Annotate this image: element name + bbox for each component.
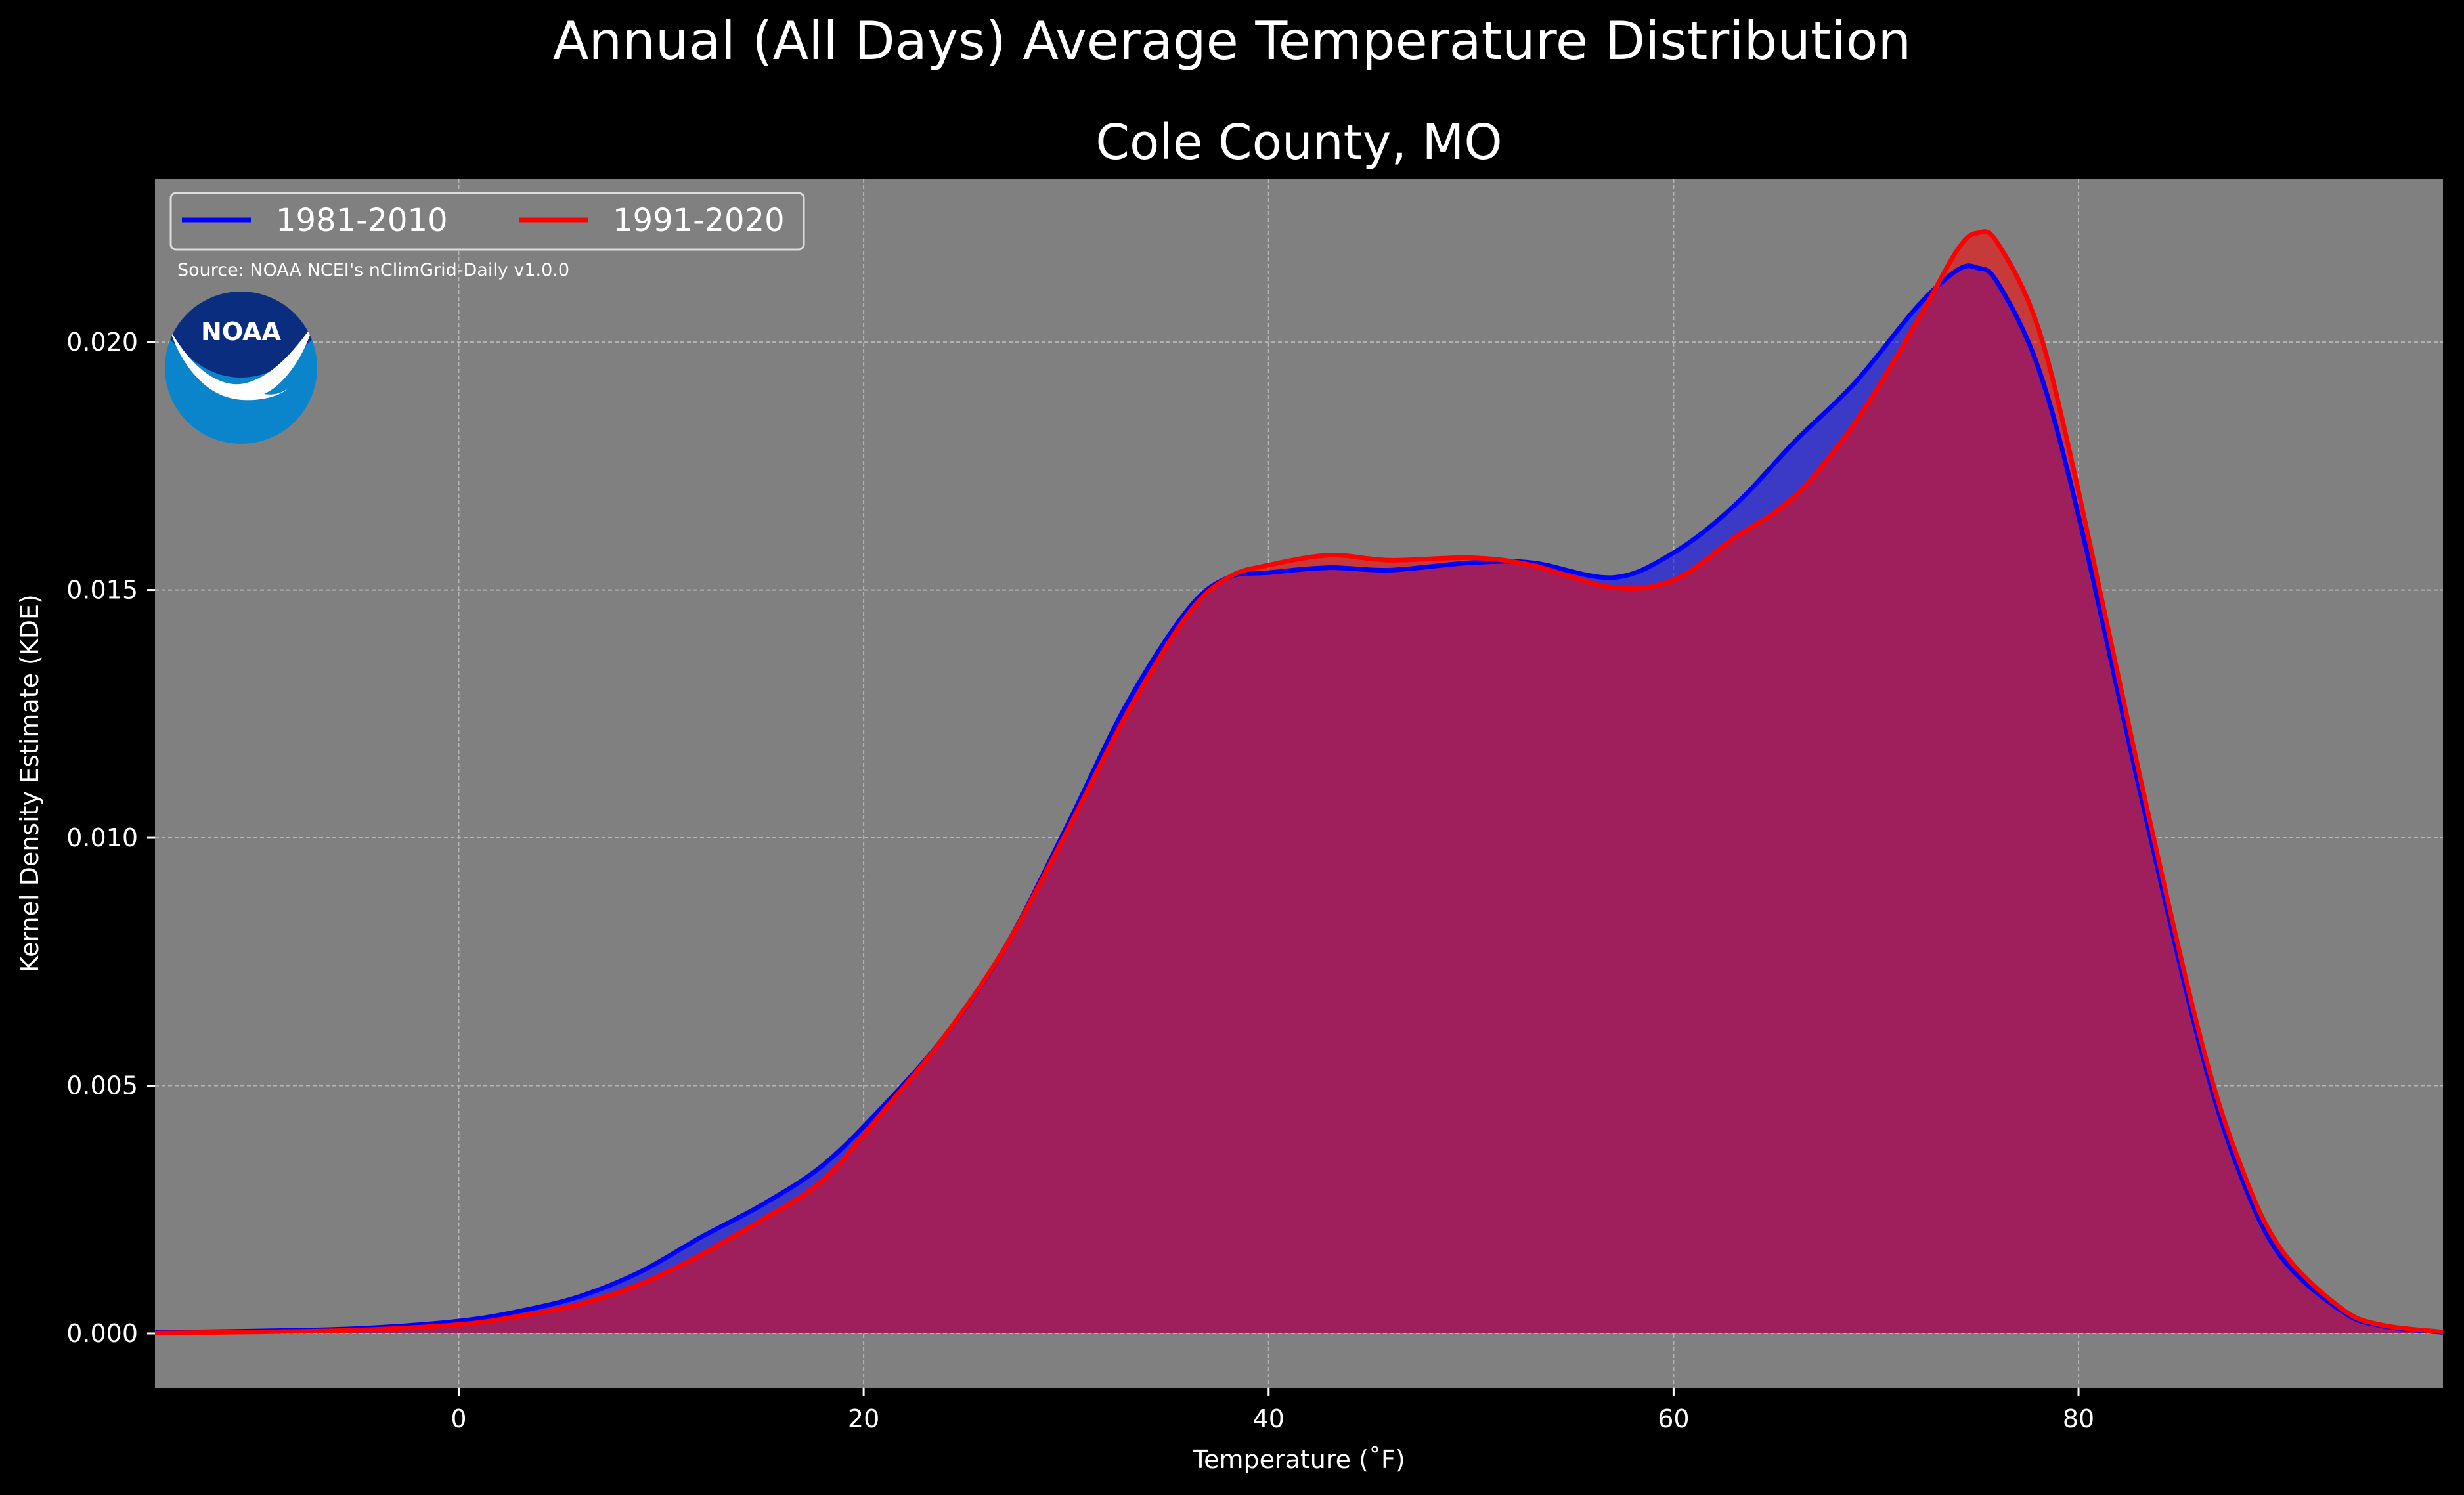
x-tick-label: 80: [2063, 1404, 2094, 1433]
chart-suptitle: Annual (All Days) Average Temperature Di…: [553, 11, 1911, 72]
x-tick-label: 20: [848, 1404, 879, 1433]
legend: 1981-2010 1991-2020: [169, 192, 805, 251]
y-tick-label: 0.020: [66, 328, 138, 357]
noaa-logo-text: NOAA: [201, 317, 281, 346]
y-tick-label: 0.000: [66, 1319, 138, 1348]
x-axis-label: Temperature (˚F): [1192, 1445, 1405, 1474]
series-line-1991-2020: [154, 229, 2444, 1335]
chart-title: Cole County, MO: [1095, 114, 1502, 171]
y-axis-label: Kernel Density Estimate (KDE): [15, 594, 44, 972]
plot-area: [154, 179, 2444, 1388]
density-lines: [154, 229, 2444, 1335]
y-tick-label: 0.005: [66, 1072, 138, 1100]
y-tick-label: 0.015: [66, 576, 138, 605]
series-line-1981-2010: [154, 263, 2444, 1335]
x-tick-label: 60: [1658, 1404, 1689, 1433]
area-overlap: [155, 265, 2443, 1333]
legend-label-1981-2010: 1981-2010: [276, 202, 448, 239]
x-axis-ticks: 0 20 40 60 80: [451, 1388, 2094, 1433]
x-tick-label: 0: [451, 1404, 466, 1433]
x-tick-label: 40: [1253, 1404, 1285, 1433]
legend-box: [169, 192, 805, 251]
density-fills: [155, 231, 2443, 1333]
y-tick-label: 0.010: [66, 823, 138, 852]
noaa-logo-bird: [169, 323, 314, 401]
y-axis-ticks: 0.000 0.005 0.010 0.015 0.020: [66, 328, 155, 1348]
source-annotation: Source: NOAA NCEI's nClimGrid-Daily v1.0…: [177, 260, 569, 280]
legend-label-1991-2020: 1991-2020: [613, 202, 785, 239]
